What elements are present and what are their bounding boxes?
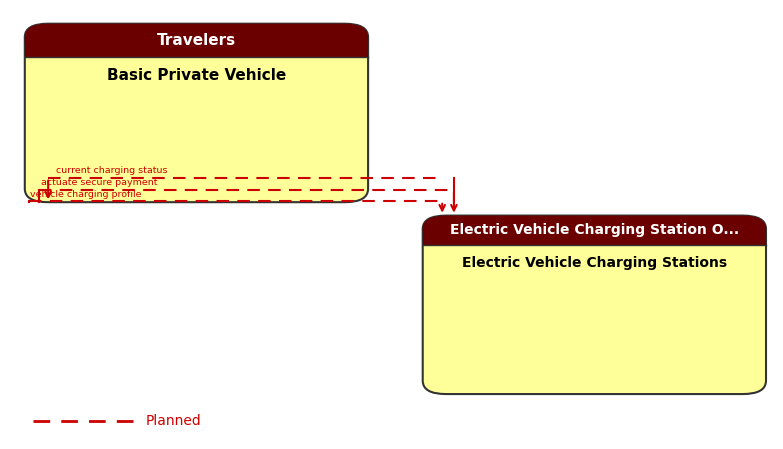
FancyBboxPatch shape	[25, 24, 368, 57]
Text: Basic Private Vehicle: Basic Private Vehicle	[106, 68, 286, 84]
Text: Travelers: Travelers	[157, 33, 236, 48]
Bar	[25, 39, 368, 57]
Bar	[423, 229, 766, 245]
FancyBboxPatch shape	[423, 216, 766, 394]
Text: Planned: Planned	[146, 414, 201, 428]
FancyBboxPatch shape	[423, 216, 766, 245]
Text: vehicle charging profile: vehicle charging profile	[31, 189, 142, 198]
FancyBboxPatch shape	[25, 24, 368, 202]
Text: Electric Vehicle Charging Station O...: Electric Vehicle Charging Station O...	[449, 223, 739, 237]
Text: current charging status: current charging status	[56, 166, 168, 175]
Text: Electric Vehicle Charging Stations: Electric Vehicle Charging Stations	[462, 256, 727, 270]
Text: actuate secure payment: actuate secure payment	[41, 178, 157, 188]
